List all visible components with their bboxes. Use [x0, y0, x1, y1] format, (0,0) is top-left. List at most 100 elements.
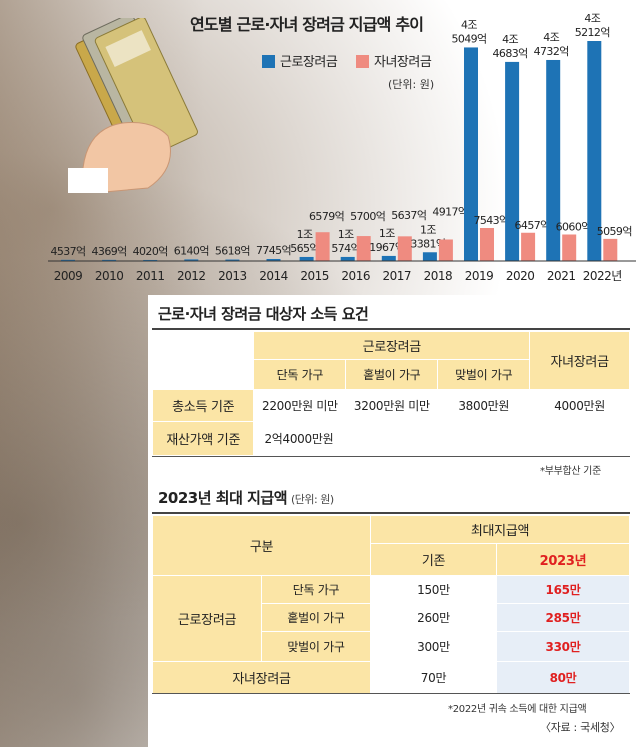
label-child-2022년: 5059억: [597, 225, 632, 238]
table1-top-rule: [152, 328, 630, 330]
bar-child-2020: [521, 232, 536, 261]
table2-title-text: 2023년 최대 지급액: [158, 489, 288, 507]
bar-child-2021: [562, 234, 577, 261]
t2-header-category: 구분: [152, 515, 371, 576]
t2-child-label: 자녀장려금: [152, 661, 371, 694]
label-work-2017-line-1: 1967억: [369, 241, 404, 254]
t2-old-oneearner: 260만: [370, 603, 497, 632]
t1-row-label-asset: 재산가액 기준: [151, 421, 255, 456]
x-tick-2012: 2012: [177, 269, 206, 283]
chart-unit: (단위: 원): [388, 78, 434, 91]
bar-work-2013: [225, 259, 240, 261]
x-tick-2009: 2009: [54, 269, 83, 283]
money-in-hand-illustration: [68, 18, 198, 193]
t1-corner-cell: [151, 331, 255, 390]
x-tick-2010: 2010: [95, 269, 124, 283]
bar-work-2014: [266, 259, 281, 261]
chart-title: 연도별 근로·자녀 장려금 지급액 추이: [190, 15, 423, 34]
bar-work-2017: [381, 255, 396, 261]
t1-cell-income-oneearner: 3200만원 미만: [345, 389, 439, 422]
t2-new-single: 165만: [496, 575, 630, 604]
label-child-2021: 6060억: [556, 220, 591, 233]
x-tick-2017: 2017: [383, 269, 412, 283]
bar-work-2012: [184, 259, 199, 261]
bar-child-2022년: [603, 238, 618, 261]
bar-child-2015: [315, 232, 330, 261]
label-work-2016-line-0: 1조: [338, 228, 354, 241]
x-tick-2011: 2011: [136, 269, 165, 283]
label-work-2022년-line-0: 4조: [584, 12, 600, 25]
legend-label-child: 자녀장려금: [374, 55, 432, 70]
bar-child-2016: [356, 236, 371, 261]
label-work-2022년-line-1: 5212억: [575, 26, 610, 39]
t2-header-old: 기존: [370, 543, 497, 576]
label-work-2015-line-1: 565억: [290, 242, 319, 255]
t2-row-label-oneearner: 홑벌이 가구: [261, 603, 371, 632]
bar-chart: 연도별 근로·자녀 장려금 지급액 추이 근로장려금 자녀장려금 (단위: 원)…: [48, 12, 636, 283]
t2-new-dualearner: 330만: [496, 631, 630, 662]
t2-header-new: 2023년: [496, 543, 630, 576]
table1-title: 근로·자녀 장려금 대상자 소득 요건: [158, 305, 369, 323]
label-work-2016-line-1: 574억: [331, 242, 360, 255]
t2-group-label: 근로장려금: [152, 575, 262, 662]
t2-row-label-single: 단독 가구: [261, 575, 371, 604]
label-work-2015-line-0: 1조: [297, 228, 313, 241]
t1-cell-income-dualearner: 3800만원: [437, 389, 531, 422]
bar-work-2011: [143, 259, 158, 261]
x-tick-2013: 2013: [218, 269, 247, 283]
x-tick-2018: 2018: [424, 269, 453, 283]
x-axis-labels: 2009 2010 2011 2012 2013 2014 2015 2016 2017 2018…: [54, 269, 623, 283]
t2-new-oneearner: 285만: [496, 603, 630, 632]
label-work-2011: 4020억: [133, 245, 168, 258]
label-work-2020-line-1: 4683억: [493, 47, 528, 60]
t1-group-header: 근로장려금: [253, 331, 531, 360]
t2-row-label-dualearner: 맞벌이 가구: [261, 631, 371, 662]
table1-note: *부부합산 기준: [540, 466, 601, 477]
label-work-2010: 4369억: [92, 245, 127, 258]
x-tick-2014: 2014: [259, 269, 288, 283]
x-tick-2020: 2020: [506, 269, 535, 283]
legend-label-work: 근로장려금: [280, 55, 338, 70]
chart-bars: 4537억 4369억 4020억 6140억 5618억 7745억1조565억6579…: [50, 12, 632, 261]
label-work-2020-line-0: 4조: [502, 33, 518, 46]
label-child-2019: 7543억: [473, 214, 508, 227]
bar-work-2021: [546, 59, 561, 261]
x-tick-2021: 2021: [547, 269, 576, 283]
bar-work-2022년: [587, 41, 602, 261]
table2-title: 2023년 최대 지급액 (단위: 원): [158, 487, 334, 508]
t1-cell-asset-child: [529, 421, 630, 456]
bar-work-2009: [61, 259, 75, 261]
table2-unit: (단위: 원): [291, 493, 334, 506]
table2-source: 〈자료 : 국세청〉: [540, 721, 621, 734]
table2-bottom-rule: [152, 693, 630, 694]
label-work-2019-line-1: 5049억: [451, 32, 486, 45]
chart-legend: 근로장려금 자녀장려금 (단위: 원): [262, 55, 434, 91]
t2-header-max: 최대지급액: [370, 515, 630, 544]
label-work-2012: 6140억: [174, 244, 209, 257]
bar-child-2018: [438, 239, 453, 261]
bar-work-2020: [505, 61, 520, 261]
label-work-2021-line-0: 4조: [543, 31, 559, 44]
label-child-2020: 6457억: [515, 219, 550, 232]
label-work-2018-line-1: 3381억: [410, 237, 445, 250]
x-tick-2016: 2016: [341, 269, 370, 283]
label-work-2009: 4537억: [50, 245, 85, 258]
table2-top-rule: [152, 512, 630, 514]
bar-work-2015: [299, 256, 314, 261]
t1-subheader-single: 단독 가구: [253, 359, 347, 390]
x-tick-2022년: 2022년: [583, 269, 622, 283]
max-payment-table: 구분 최대지급액 기존 2023년 근로장려금 단독 가구 150만 165만 …: [152, 515, 630, 694]
table2-note: *2022년 귀속 소득에 대한 지급액: [448, 704, 587, 715]
t1-cell-income-child: 4000만원: [529, 389, 630, 422]
t2-old-dualearner: 300만: [370, 631, 497, 662]
label-child-2015: 6579억: [309, 210, 344, 223]
income-requirements-table: 근로장려금 자녀장려금 단독 가구 홑벌이 가구 맞벌이 가구 총소득 기준 2…: [151, 331, 630, 456]
t1-cell-income-single: 2200만원 미만: [253, 389, 347, 422]
label-child-2018: 4917억: [432, 205, 467, 218]
bar-child-2017: [397, 236, 412, 261]
legend-swatch-work: [262, 55, 275, 68]
t2-old-single: 150만: [370, 575, 497, 604]
label-work-2017-line-0: 1조: [379, 227, 395, 240]
bar-work-2019: [464, 47, 478, 261]
t2-child-new: 80만: [496, 661, 630, 694]
